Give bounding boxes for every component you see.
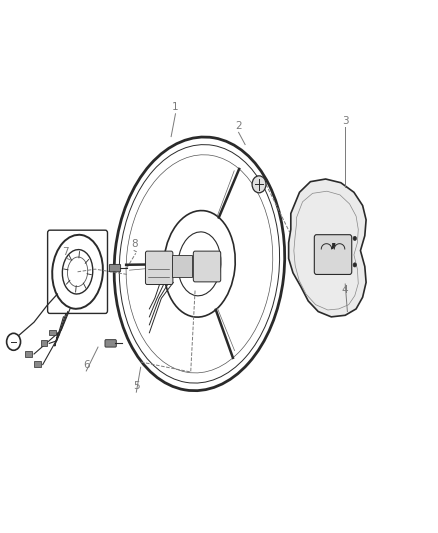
Text: 8: 8 — [131, 239, 138, 249]
FancyBboxPatch shape — [193, 251, 221, 282]
Polygon shape — [289, 179, 366, 317]
Text: 2: 2 — [235, 121, 242, 131]
FancyBboxPatch shape — [41, 340, 47, 346]
FancyBboxPatch shape — [34, 361, 41, 367]
FancyBboxPatch shape — [49, 329, 56, 335]
Text: 6: 6 — [83, 360, 89, 369]
FancyBboxPatch shape — [314, 235, 352, 274]
Text: 1: 1 — [172, 102, 179, 112]
Text: 4: 4 — [342, 285, 349, 295]
FancyBboxPatch shape — [173, 255, 191, 277]
Text: 7: 7 — [63, 247, 69, 257]
FancyBboxPatch shape — [110, 264, 120, 272]
Circle shape — [252, 176, 266, 193]
Text: ’: ’ — [329, 242, 337, 261]
FancyBboxPatch shape — [105, 340, 116, 347]
FancyBboxPatch shape — [25, 351, 32, 357]
FancyBboxPatch shape — [145, 251, 173, 285]
Text: 3: 3 — [342, 116, 349, 126]
Text: 5: 5 — [133, 381, 140, 391]
Circle shape — [353, 263, 357, 267]
Circle shape — [353, 236, 357, 240]
